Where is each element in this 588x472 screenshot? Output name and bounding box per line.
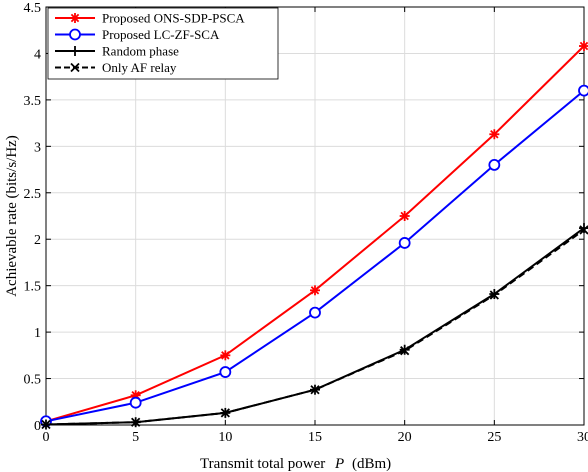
y-tick-label: 0.5 [24, 373, 42, 388]
series-2-point [219, 366, 232, 378]
y-tick-label: 2 [34, 233, 41, 248]
y-tick-label: 1.5 [24, 280, 42, 295]
series-1-point-shape [310, 286, 320, 295]
series-4-point [400, 346, 410, 356]
series-4-point-shape [41, 419, 51, 430]
series-1-point [220, 350, 231, 361]
x-tick-label: 25 [487, 430, 501, 445]
x-tick-label: 5 [132, 430, 139, 445]
series-2-point-shape [578, 84, 588, 97]
series-4-point [310, 385, 320, 395]
legend-swatch-marker [70, 62, 80, 73]
x-tick-label: 10 [218, 430, 232, 445]
legend-label: Proposed ONS-SDP-PSCA [102, 11, 245, 26]
series-4-point-shape [579, 225, 588, 235]
series-4-point [489, 290, 499, 300]
series-4-point [131, 417, 141, 427]
series-3-point [579, 223, 588, 234]
series-1-point [489, 129, 500, 140]
series-2-point-shape [129, 396, 142, 409]
legend-label: Only AF relay [102, 60, 177, 75]
y-tick-label: 3.5 [24, 94, 42, 109]
legend-label: Proposed LC-ZF-SCA [102, 27, 220, 42]
legend-swatch-marker [69, 28, 81, 41]
series-1-point [579, 41, 588, 52]
y-tick-label: 2.5 [24, 187, 42, 202]
legend-label: Random phase [102, 44, 179, 59]
legend-item-2: Proposed LC-ZF-SCA [55, 27, 220, 42]
series-4 [41, 225, 588, 430]
series-4-point-shape [310, 385, 320, 395]
legend-swatch-marker-shape [69, 28, 81, 41]
y-axis-label: Achievable rate (bits/s/Hz) [4, 135, 20, 297]
series-1-point [399, 211, 410, 221]
series-2-point [129, 396, 142, 409]
x-axis-label-unit: (dBm) [352, 456, 391, 472]
axis-ticks: 0 5 10 15 20 25 30 0 0.5 1 1.5 2 2.5 3 3.5 4 4.5 [24, 1, 588, 445]
x-axis-label-symbol: P [334, 456, 344, 472]
series-2-point [488, 159, 501, 171]
series-4-point [220, 408, 230, 418]
x-axis-label: Transmit total power P (dBm) [200, 456, 391, 472]
series-2-point [578, 84, 588, 97]
series-1-point-shape [400, 211, 409, 221]
series-4-point-shape [131, 417, 141, 427]
series-2-point [398, 237, 411, 249]
series-2-point-shape [219, 366, 232, 378]
series-1-point [310, 285, 320, 296]
series-2-point-shape [398, 237, 411, 249]
legend-swatch-marker [70, 46, 80, 56]
series-1-point-shape [221, 351, 230, 360]
y-tick-label: 1 [34, 326, 41, 341]
x-tick-label: 15 [308, 430, 322, 445]
series-4-point [41, 419, 51, 430]
series-group [40, 41, 588, 430]
x-tick-label: 0 [43, 430, 50, 445]
series-4-point-shape [220, 408, 230, 418]
series-4-point [579, 225, 588, 235]
y-tick-label: 0 [34, 419, 41, 434]
series-2-point-shape [309, 306, 321, 319]
y-tick-label: 4 [34, 47, 41, 62]
legend-item-4: Only AF relay [55, 60, 177, 75]
y-tick-label: 3 [34, 140, 41, 155]
series-1-point-shape [579, 41, 588, 51]
legend-item-1: Proposed ONS-SDP-PSCA [55, 11, 245, 26]
legend-swatch-marker [70, 13, 80, 23]
series-2 [40, 84, 588, 428]
legend-swatch-marker-shape [70, 62, 80, 73]
x-tick-label: 20 [398, 430, 412, 445]
series-4-point-shape [489, 290, 499, 300]
y-tick-label: 4.5 [24, 1, 42, 16]
grid [46, 7, 584, 425]
series-1-point-shape [490, 130, 499, 139]
series-2-point-shape [488, 159, 501, 171]
x-axis-label-text: Transmit total power [200, 456, 325, 472]
series-4-point-shape [400, 346, 410, 356]
legend-item-3: Random phase [55, 44, 179, 59]
legend-swatch-marker-shape [70, 13, 80, 23]
x-tick-label: 30 [577, 430, 588, 445]
series-2-point [309, 306, 321, 319]
